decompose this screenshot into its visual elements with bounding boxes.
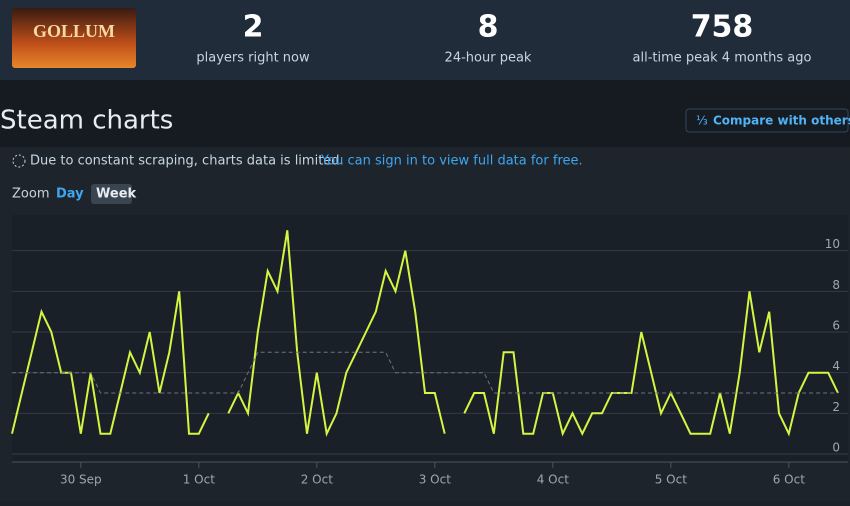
header-bar [0, 0, 850, 80]
stat-label: players right now [196, 51, 310, 66]
x-tick-label: 5 Oct [655, 473, 687, 487]
x-tick-label: 30 Sep [60, 473, 102, 487]
player-line [11, 291, 210, 435]
y-tick-label: 0 [832, 441, 840, 455]
compare-icon: ⅓ [696, 114, 708, 128]
stat-value: 8 [478, 10, 499, 45]
zoom-week-bg [91, 184, 132, 204]
game-image-text: GOLLUM [33, 21, 115, 41]
y-tick-label: 6 [832, 319, 840, 333]
zoom-day[interactable]: Day [56, 187, 84, 202]
zoom-label: Zoom [12, 187, 49, 202]
average-line [12, 351, 838, 394]
game-image[interactable] [12, 8, 136, 68]
compare-button[interactable] [685, 108, 849, 133]
stat-label: all-time peak 4 months ago [633, 51, 812, 66]
notice-link[interactable]: You can sign in to view full data for fr… [320, 154, 583, 169]
x-tick-label: 6 Oct [773, 473, 805, 487]
x-tick-label: 3 Oct [419, 473, 451, 487]
y-tick-label: 8 [832, 278, 840, 292]
compare-label: Compare with others... [713, 114, 850, 128]
stat-value: 2 [243, 10, 264, 45]
zoom-week[interactable]: Week [96, 187, 137, 202]
section-title: Steam charts [0, 106, 173, 136]
notice-icon [12, 154, 26, 168]
stat-value: 758 [691, 10, 754, 45]
y-tick-label: 10 [825, 237, 840, 251]
stat-label: 24-hour peak [445, 51, 532, 66]
notice: Due to constant scraping, charts data is… [30, 154, 344, 169]
x-tick-label: 4 Oct [537, 473, 569, 487]
player-line [463, 291, 839, 437]
x-tick-label: 1 Oct [183, 473, 215, 487]
y-tick-label: 2 [832, 400, 840, 414]
x-tick-label: 2 Oct [301, 473, 333, 487]
y-tick-label: 4 [832, 359, 840, 373]
plot-area [12, 215, 848, 462]
player-line [227, 230, 446, 438]
